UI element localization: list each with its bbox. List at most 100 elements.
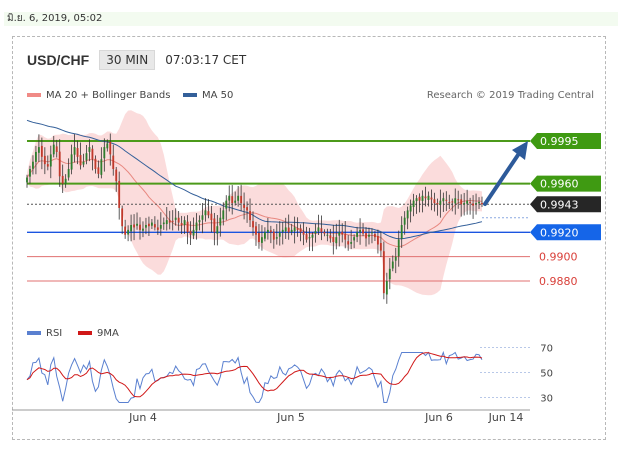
candle-body <box>246 207 248 211</box>
x-tick-label-jun-4: Jun 4 <box>128 411 157 424</box>
x-axis: Jun 4 Jun 5 Jun 6 Jun 14 <box>12 409 530 424</box>
level-tag-0.9920 <box>530 224 601 241</box>
candle-body <box>350 242 353 244</box>
x-tick-label-jun-6: Jun 6 <box>424 411 453 424</box>
candle-body <box>249 211 251 221</box>
level-tag-0.9943 <box>530 196 601 213</box>
price-levels <box>27 140 530 282</box>
candle-body <box>237 195 240 201</box>
candle-body <box>469 202 472 204</box>
candle-body <box>94 158 97 169</box>
candle-body <box>442 198 445 202</box>
candle-body <box>311 234 314 238</box>
candle-body <box>272 231 275 240</box>
candle-body <box>139 224 141 230</box>
candle-body <box>103 147 106 159</box>
candle-body <box>34 151 37 162</box>
level-labels: 0.9995 0.9960 0.9943 0.9920 0.9900 0.9880 <box>530 133 601 288</box>
arrow-head <box>512 141 528 160</box>
candle-body <box>365 233 367 239</box>
candle-body <box>207 211 210 216</box>
candle-body <box>88 147 91 152</box>
candle-body <box>436 203 439 205</box>
research-credit: Research © 2019 Trading Central <box>427 90 594 101</box>
candle-body <box>192 229 195 236</box>
candle-body <box>198 220 201 223</box>
level-label-0.9920: 0.9920 <box>540 226 579 239</box>
candle-body <box>326 234 329 236</box>
candle-body <box>76 148 79 157</box>
candle-body <box>55 146 58 152</box>
candle-body <box>171 220 174 222</box>
candle-body <box>418 196 421 201</box>
candle-body <box>424 196 427 199</box>
candle-body <box>287 227 290 233</box>
rsi-tick-label-50: 50 <box>540 369 553 380</box>
candle-body <box>142 228 144 231</box>
rsi-9ma-line <box>26 352 483 398</box>
candle-body <box>385 281 388 295</box>
candle-body <box>400 225 403 239</box>
candle-body <box>82 161 85 165</box>
candle-body <box>40 145 43 157</box>
candle-body <box>415 198 418 202</box>
candle-body <box>222 210 225 220</box>
chart-header: USD/CHF 30 MIN 07:03:17 CET <box>27 50 246 70</box>
ma50-line <box>26 119 483 240</box>
rsi-line <box>26 350 483 404</box>
bollinger-band-area <box>27 110 482 296</box>
candle-body <box>168 220 171 223</box>
forecast-arrow <box>483 141 528 206</box>
x-tick-label-jun-5: Jun 5 <box>276 411 305 424</box>
candle-body <box>323 231 326 234</box>
candle-body <box>97 167 100 174</box>
candle-body <box>305 234 308 240</box>
candle-body <box>359 229 361 233</box>
level-label-0.9880: 0.9880 <box>539 275 578 288</box>
candle-body <box>210 213 213 221</box>
candle-body <box>162 222 165 225</box>
candle-body <box>421 195 424 201</box>
candle-body <box>362 229 364 234</box>
candle-body <box>118 180 121 208</box>
candle-body <box>165 220 168 225</box>
candle-body <box>374 234 376 238</box>
candle-body <box>240 195 243 204</box>
candle-body <box>127 229 130 235</box>
candle-body <box>344 233 347 240</box>
candle-body <box>219 217 222 226</box>
candle-body <box>394 256 397 261</box>
candle-body <box>281 229 284 232</box>
candle-body <box>481 202 483 205</box>
candle-body <box>91 148 94 160</box>
timeframe-selector[interactable]: 30 MIN <box>99 50 156 70</box>
candle-body <box>225 200 228 209</box>
candle-body <box>258 232 260 243</box>
candle-body <box>296 228 299 230</box>
instrument-pair: USD/CHF <box>27 52 90 68</box>
candle-body <box>347 241 350 245</box>
candle-body <box>430 197 433 200</box>
candle-body <box>109 141 112 155</box>
candle-body <box>64 178 67 184</box>
candle-body <box>121 208 124 227</box>
candle-body <box>243 204 246 208</box>
candle-body <box>341 231 344 235</box>
candle-body <box>145 225 147 228</box>
candle-body <box>159 225 162 229</box>
candle-body <box>353 237 356 241</box>
candle-body <box>302 231 305 235</box>
candle-body <box>150 222 153 226</box>
clock-time: 07:03:17 CET <box>165 53 247 67</box>
candle-body <box>49 154 52 167</box>
ma20-line <box>26 158 483 248</box>
candle-body <box>73 147 76 155</box>
candle-body <box>156 227 159 230</box>
candle-body <box>133 224 135 228</box>
candle-body <box>29 169 31 177</box>
candle-body <box>204 210 207 216</box>
candle-body <box>368 234 370 237</box>
candle-body <box>293 227 296 232</box>
candle-body <box>388 268 391 280</box>
